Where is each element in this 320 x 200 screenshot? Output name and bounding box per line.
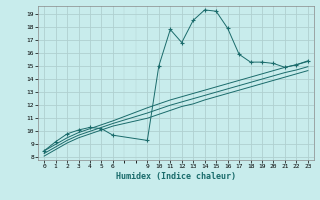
X-axis label: Humidex (Indice chaleur): Humidex (Indice chaleur) [116, 172, 236, 181]
